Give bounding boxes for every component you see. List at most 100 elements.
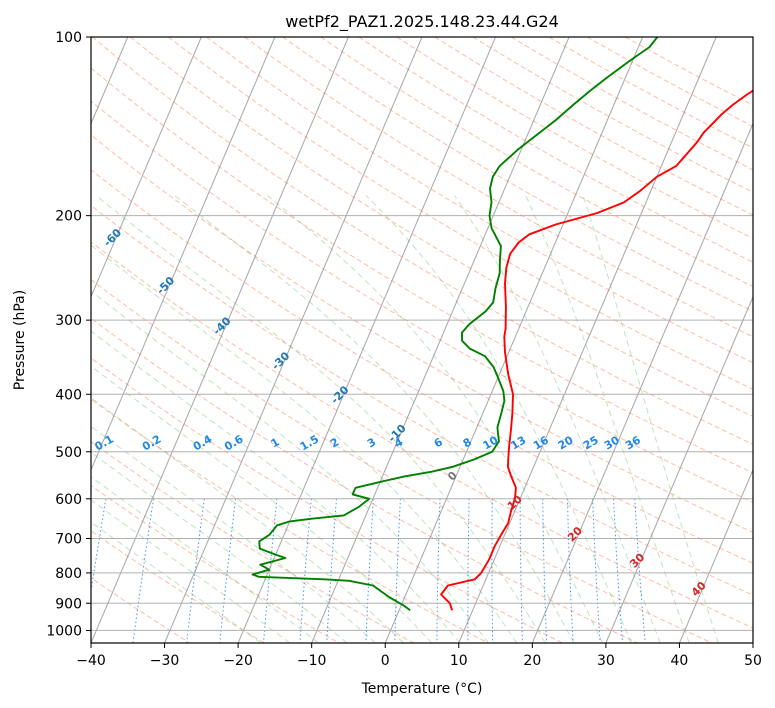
dry-adiabat (91, 204, 753, 596)
chart-title: wetPf2_PAZ1.2025.148.23.44.G24 (285, 12, 559, 32)
moist-adiabat (525, 195, 690, 643)
y-tick-label: 400 (55, 387, 82, 403)
y-tick-label: 200 (55, 209, 82, 225)
moist-adiabat (582, 195, 719, 643)
y-tick-label: 300 (55, 313, 82, 329)
dry-adiabat (91, 67, 753, 474)
isotherm-label: -20 (328, 383, 351, 406)
isotherm-label: -50 (154, 274, 177, 297)
x-tick-label: 40 (671, 653, 689, 669)
x-tick-label: 10 (450, 653, 468, 669)
isotherm (91, 37, 202, 298)
mixing-ratio-line (519, 498, 523, 643)
dry-adiabat (91, 134, 753, 533)
mixing-ratio-label: 25 (581, 434, 601, 453)
isotherm-label: -30 (269, 349, 292, 372)
x-tick-label: −40 (76, 653, 106, 669)
y-tick-label: 600 (55, 492, 82, 508)
isotherm (164, 37, 423, 643)
background-lines (91, 37, 753, 643)
mixing-ratio-line (467, 498, 470, 643)
mixing-ratio-line (91, 498, 107, 594)
dry-adiabat (91, 577, 190, 643)
y-tick-label: 500 (55, 445, 82, 461)
dry-adiabat (91, 169, 753, 564)
mixing-ratio-line (634, 498, 646, 643)
dry-adiabat (510, 37, 753, 171)
plot-frame (90, 36, 754, 644)
x-tick-label: −30 (150, 653, 180, 669)
isotherm-label: 10 (505, 492, 525, 512)
dry-adiabat (168, 37, 753, 390)
isotherm-label: 40 (689, 579, 709, 599)
temperature-line (440, 89, 753, 611)
dewpoint-line (251, 37, 659, 612)
mixing-ratio-label: 16 (531, 433, 551, 452)
moist-adiabat (91, 397, 404, 643)
isotherm (384, 37, 644, 643)
dry-adiabat (244, 37, 753, 338)
y-tick-label: 1000 (46, 623, 82, 639)
dry-adiabat (91, 484, 340, 643)
isotherm (91, 37, 276, 472)
moist-adiabat (91, 365, 433, 643)
x-tick-label: −20 (223, 653, 253, 669)
isotherm-label: 30 (627, 550, 647, 570)
dry-adiabat (91, 530, 265, 643)
x-tick-label: 0 (381, 653, 390, 669)
moist-adiabat (91, 330, 461, 643)
mixing-ratio-label: 1.5 (298, 432, 321, 453)
x-axis-title: Temperature (°C) (361, 681, 483, 697)
moist-adiabat (454, 195, 661, 643)
mixing-ratio-line (365, 498, 374, 643)
moist-adiabat (91, 476, 319, 643)
mixing-ratio-line (613, 498, 624, 643)
mixing-ratio-label: 0.4 (191, 432, 215, 453)
moist-adiabat (267, 195, 604, 643)
mixing-ratio-label: 0.6 (222, 432, 246, 453)
isotherm (752, 641, 753, 643)
y-axis: 100 200 300 400 500 600 700 800 900 1000 (46, 30, 91, 639)
moist-adiabat (91, 521, 262, 643)
x-tick-label: 20 (523, 653, 541, 669)
isotherm-label: -40 (210, 314, 233, 337)
dry-adiabat (434, 37, 753, 216)
mixing-ratio-line (542, 498, 548, 643)
y-axis-title: Pressure (hPa) (12, 290, 28, 390)
x-axis: −40 −30 −20 −10 0 10 20 30 40 50 (76, 643, 762, 669)
mixing-ratio-label: 0.2 (140, 432, 163, 453)
dry-adiabat (91, 441, 414, 643)
mixing-ratio-label: 3 (365, 435, 378, 450)
isotherm (531, 122, 753, 643)
dry-adiabat (91, 100, 753, 503)
isotherm (311, 37, 570, 643)
dry-adiabat (206, 37, 753, 364)
isotherm-label: -70 (49, 174, 72, 197)
isotherm (605, 295, 753, 643)
moist-adiabat (91, 290, 489, 643)
x-tick-label: 30 (597, 653, 615, 669)
mixing-ratio-line (566, 498, 574, 643)
y-tick-label: 900 (55, 596, 82, 612)
isotherm-label: -60 (101, 226, 124, 249)
dry-adiabat (282, 37, 753, 312)
profile-lines (251, 37, 753, 612)
mixing-ratio-line (436, 498, 441, 643)
mixing-ratio-line (491, 498, 494, 643)
dry-adiabat (91, 37, 753, 445)
mixing-ratio-line (592, 498, 601, 643)
dry-adiabat (586, 37, 753, 127)
isotherm (458, 37, 717, 643)
dry-adiabat (91, 357, 563, 643)
line-labels: 0.10.20.40.611.52346810131620253036-100-… (49, 174, 709, 599)
isotherm (237, 37, 497, 643)
mixing-ratio-label: 0.1 (92, 432, 115, 453)
y-tick-label: 100 (55, 30, 82, 46)
mixing-ratio-line (394, 498, 401, 643)
dry-adiabat (91, 398, 489, 643)
mixing-ratio-line (326, 498, 337, 643)
isotherm (91, 37, 349, 643)
dry-adiabat (91, 317, 638, 643)
y-tick-label: 800 (55, 566, 82, 582)
